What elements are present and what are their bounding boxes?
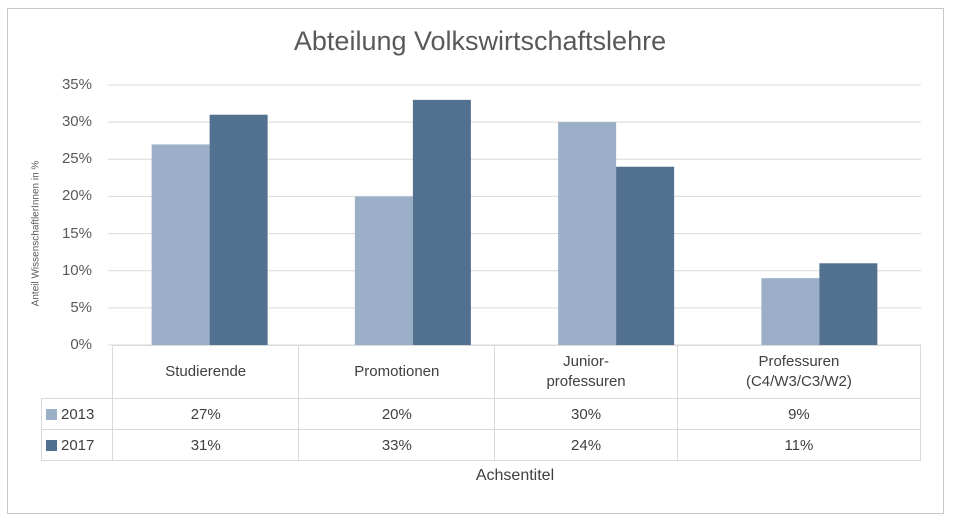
legend-label: 2013: [61, 405, 95, 423]
data-label: 31%: [111, 429, 300, 461]
legend-swatch-2017: [46, 439, 57, 451]
y-tick-label: 15%: [61, 224, 92, 242]
corner-cell: [41, 345, 113, 399]
y-tick-label: 30%: [61, 113, 92, 131]
bar-2017-3: [819, 263, 878, 345]
data-label: 20%: [298, 398, 496, 430]
y-tick-label: 20%: [61, 187, 92, 205]
legend-key-2013: 2013: [41, 398, 113, 430]
data-label: 24%: [494, 429, 678, 461]
data-table: Studierende Promotionen Junior- professu…: [41, 345, 922, 461]
x-axis-label: Achsentitel: [475, 467, 555, 484]
bar-2013-1: [354, 196, 413, 345]
legend-key-2017: 2017: [41, 429, 113, 461]
series-row-2013: 2013 27% 20% 30% 9%: [41, 398, 922, 430]
category-label: Promotionen: [298, 345, 496, 399]
data-label: 9%: [676, 398, 922, 430]
data-label: 27%: [111, 398, 300, 430]
bar-2017-0: [209, 114, 268, 345]
data-label: 11%: [676, 429, 922, 461]
y-tick-label: 35%: [61, 76, 92, 93]
y-tick-label: 5%: [70, 298, 92, 316]
legend-swatch-2013: [46, 408, 57, 420]
bar-2017-1: [412, 99, 471, 345]
category-label: Junior- professuren: [494, 345, 678, 399]
chart-title: Abteilung Volkswirtschaftslehre: [293, 26, 667, 56]
category-row: Studierende Promotionen Junior- professu…: [41, 345, 922, 399]
y-tick-label: 25%: [61, 150, 92, 168]
series-row-2017: 2017 31% 33% 24% 11%: [41, 429, 922, 461]
category-label: Professuren (C4/W3/C3/W2): [676, 345, 922, 399]
bar-2017-2: [616, 166, 675, 345]
data-label: 33%: [298, 429, 496, 461]
bar-2013-0: [151, 144, 210, 345]
legend-label: 2017: [61, 436, 95, 454]
data-label: 30%: [494, 398, 678, 430]
y-tick-label: 10%: [61, 261, 92, 279]
category-label: Studierende: [111, 345, 300, 399]
bar-2013-3: [761, 278, 820, 345]
bar-2013-2: [558, 122, 617, 346]
